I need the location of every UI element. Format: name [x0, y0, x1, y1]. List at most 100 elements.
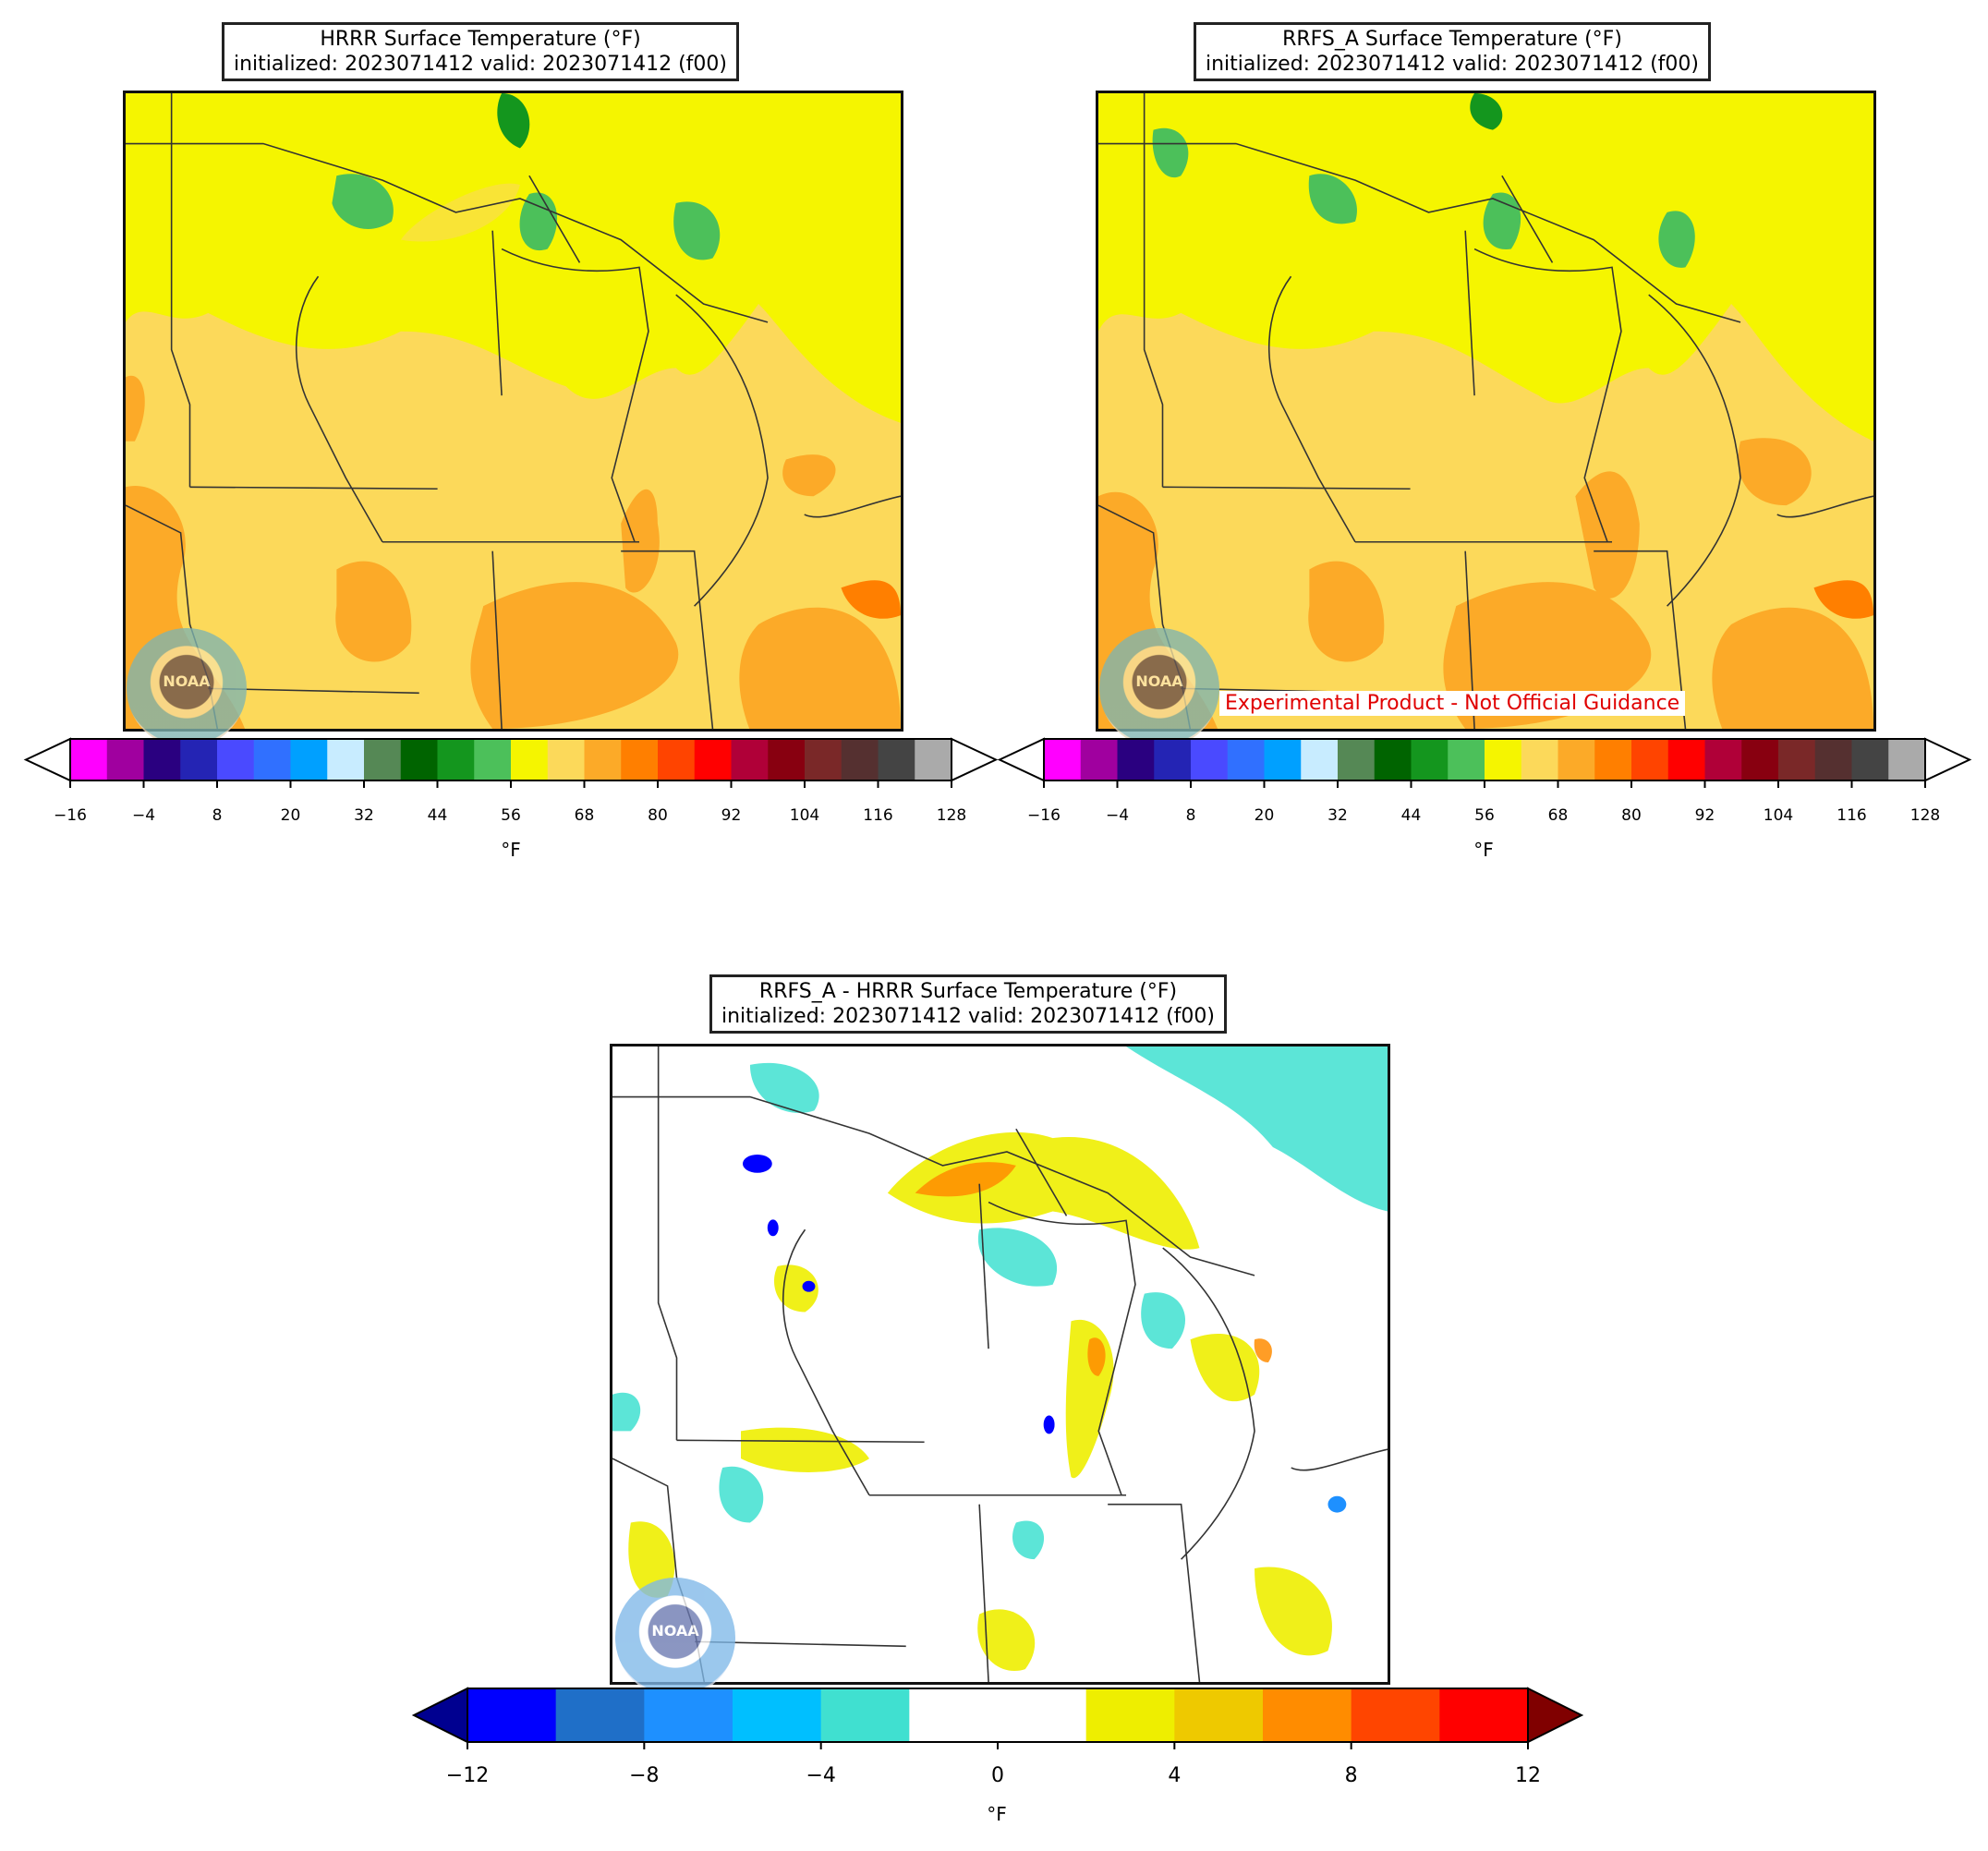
rrfs-colorbar: [997, 737, 1972, 788]
noaa-logo: NOAA: [1099, 628, 1219, 748]
colorbar-swatch: [1227, 739, 1265, 780]
colorbar-under-arrow: [23, 737, 71, 782]
colorbar-under-arrow: [997, 737, 1045, 782]
colorbar-swatch: [1851, 739, 1889, 780]
colorbar-swatch: [1263, 1688, 1352, 1742]
hrrr-colorbar-svg: [23, 737, 999, 788]
diff-title-line2: initialized: 2023071412 valid: 202307141…: [721, 1005, 1215, 1028]
colorbar-swatch: [1044, 739, 1082, 780]
diff-colorbar-svg: [411, 1687, 1584, 1749]
colorbar-swatch: [1154, 739, 1192, 780]
colorbar-tick-label: 8: [1344, 1764, 1358, 1787]
colorbar-tick-label: 32: [354, 806, 374, 825]
colorbar-swatch: [733, 1688, 822, 1742]
colorbar-tick-label: 44: [427, 806, 448, 825]
colorbar-swatch: [621, 739, 659, 780]
colorbar-swatch: [1338, 739, 1376, 780]
colorbar-tick-label: −8: [629, 1764, 660, 1787]
colorbar-swatch: [644, 1688, 733, 1742]
colorbar-tick-label: 20: [280, 806, 301, 825]
colorbar-tick-label: 12: [1515, 1764, 1541, 1787]
colorbar-tick-label: −4: [131, 806, 156, 825]
colorbar-swatch: [1741, 739, 1779, 780]
colorbar-swatch: [878, 739, 915, 780]
colorbar-swatch: [1191, 739, 1229, 780]
colorbar-tick-label: −16: [1027, 806, 1061, 825]
colorbar-swatch: [731, 739, 769, 780]
colorbar-swatch: [820, 1688, 910, 1742]
colorbar-swatch: [768, 739, 806, 780]
colorbar-tick-label: 32: [1327, 806, 1348, 825]
colorbar-swatch: [1558, 739, 1595, 780]
noaa-logo-text: NOAA: [1135, 672, 1183, 690]
noaa-logo-text: NOAA: [163, 672, 211, 690]
colorbar-tick-label: 8: [212, 806, 223, 825]
colorbar-swatch: [106, 739, 144, 780]
colorbar-swatch: [1521, 739, 1558, 780]
colorbar-tick-label: 92: [1694, 806, 1715, 825]
colorbar-over-arrow: [1924, 737, 1972, 782]
colorbar-tick-label: 116: [863, 806, 893, 825]
colorbar-swatch: [290, 739, 328, 780]
colorbar-swatch: [1085, 1688, 1175, 1742]
rrfs-title-line1: RRFS_A Surface Temperature (°F): [1282, 28, 1622, 51]
colorbar-over-arrow: [951, 737, 999, 782]
colorbar-swatch: [1485, 739, 1522, 780]
colorbar-swatch: [1411, 739, 1449, 780]
colorbar-swatch: [805, 739, 842, 780]
rrfs-temperature-map: [1096, 91, 1876, 732]
colorbar-swatch: [511, 739, 549, 780]
colorbar-swatch: [1439, 1688, 1529, 1742]
colorbar-swatch: [584, 739, 622, 780]
colorbar-swatch: [1778, 739, 1816, 780]
colorbar-tick-label: −4: [806, 1764, 836, 1787]
colorbar-swatch: [658, 739, 696, 780]
colorbar-under-arrow: [411, 1687, 468, 1744]
difference-map: [610, 1044, 1390, 1685]
colorbar-swatch: [909, 1688, 999, 1742]
colorbar-swatch: [1667, 739, 1705, 780]
colorbar-tick-label: 128: [936, 806, 967, 825]
experimental-disclaimer: Experimental Product - Not Official Guid…: [1219, 691, 1686, 716]
noaa-logo: NOAA: [615, 1578, 735, 1698]
colorbar-swatch: [547, 739, 585, 780]
colorbar-tick-label: 56: [501, 806, 521, 825]
colorbar-tick-label: 116: [1836, 806, 1867, 825]
hrrr-temperature-map: [123, 91, 903, 732]
colorbar-tick-label: −4: [1105, 806, 1130, 825]
colorbar-swatch: [1117, 739, 1155, 780]
colorbar-swatch: [253, 739, 291, 780]
colorbar-tick-label: 68: [1547, 806, 1569, 825]
colorbar-swatch: [694, 739, 732, 780]
colorbar-tick-label: 8: [1185, 806, 1196, 825]
colorbar-tick-label: 104: [789, 806, 820, 825]
colorbar-swatch: [400, 739, 438, 780]
colorbar-swatch: [1374, 739, 1412, 780]
colorbar-swatch: [1631, 739, 1669, 780]
rrfs-colorbar-svg: [997, 737, 1972, 788]
colorbar-tick-label: 44: [1400, 806, 1422, 825]
colorbar-tick-label: 56: [1474, 806, 1495, 825]
diff-title-box: RRFS_A - HRRR Surface Temperature (°F) i…: [709, 974, 1227, 1034]
colorbar-tick-label: 4: [1168, 1764, 1182, 1787]
colorbar-swatch: [437, 739, 475, 780]
colorbar-swatch: [1301, 739, 1339, 780]
colorbar-swatch: [70, 739, 108, 780]
colorbar-swatch: [555, 1688, 645, 1742]
colorbar-tick-label: 128: [1909, 806, 1941, 825]
noaa-logo: NOAA: [127, 628, 247, 748]
hrrr-title-box: HRRR Surface Temperature (°F) initialize…: [222, 22, 739, 81]
colorbar-swatch: [841, 739, 879, 780]
rrfs-colorbar-unit: °F: [1473, 839, 1494, 861]
colorbar-tick-label: 20: [1254, 806, 1275, 825]
colorbar-swatch: [1174, 1688, 1264, 1742]
colorbar-swatch: [1351, 1688, 1440, 1742]
rrfs-title-line2: initialized: 2023071412 valid: 202307141…: [1206, 53, 1699, 76]
hrrr-colorbar: [23, 737, 999, 788]
colorbar-swatch: [143, 739, 181, 780]
rrfs-title-box: RRFS_A Surface Temperature (°F) initiali…: [1194, 22, 1711, 81]
colorbar-swatch: [998, 1688, 1087, 1742]
hrrr-title-line1: HRRR Surface Temperature (°F): [320, 28, 641, 51]
colorbar-swatch: [1264, 739, 1302, 780]
colorbar-tick-label: −12: [445, 1764, 490, 1787]
